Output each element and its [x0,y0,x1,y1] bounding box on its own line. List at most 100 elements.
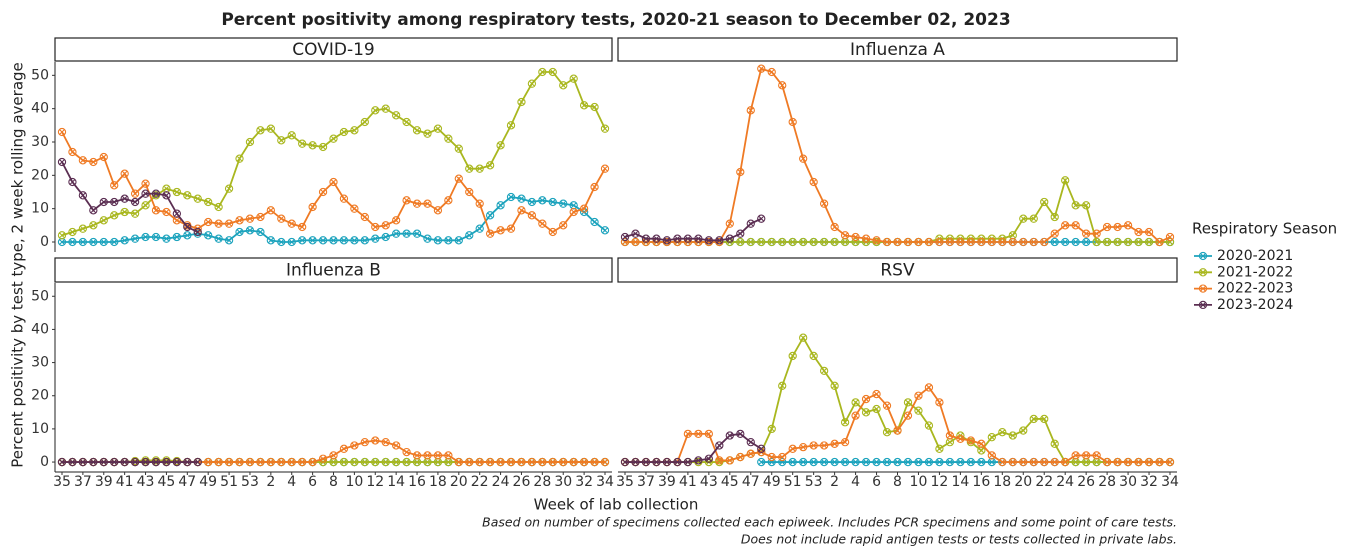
x-tick-label: 14 [951,474,969,490]
data-point [308,141,317,150]
data-point [600,164,610,173]
data-point [673,457,682,467]
data-point [381,232,390,242]
data-point [392,111,401,120]
data-point [339,457,349,467]
data-point [151,189,161,198]
x-tick-label: 30 [1119,474,1137,490]
data-point [204,197,213,207]
facet-title: RSV [880,261,915,281]
data-point [527,197,537,207]
data-point [68,147,77,157]
data-point [956,457,965,467]
data-point [736,237,745,247]
data-point [151,206,161,215]
y-tick-label: 30 [31,134,49,150]
x-tick-label: 53 [241,474,259,490]
x-tick-label: 22 [1035,474,1053,490]
data-point [631,229,640,238]
data-point [245,226,255,235]
data-point [172,187,182,197]
series-line [624,217,762,242]
data-point [339,194,349,203]
x-tick-label: 37 [637,474,655,490]
data-point [1071,457,1080,467]
data-point [350,236,359,245]
data-point [882,428,892,437]
data-point [956,434,965,443]
legend-marker [1198,284,1208,293]
data-point [506,457,516,467]
data-point [57,127,67,137]
data-point [402,229,411,238]
data-point [381,221,390,230]
data-point [945,438,955,447]
data-point [998,457,1007,467]
data-point [277,214,286,223]
data-point [350,457,359,467]
data-point [517,206,526,215]
data-point [872,457,881,467]
data-point [830,222,839,232]
data-point [631,237,640,247]
data-point [590,457,599,467]
x-tick-label: 20 [450,474,468,490]
data-point [809,177,818,187]
data-point [256,126,265,135]
data-point [423,199,432,208]
data-point [78,457,88,467]
data-point [903,411,913,420]
data-point [183,457,192,467]
data-point [172,216,182,225]
data-point [788,351,797,361]
x-tick-label: 10 [345,474,363,490]
data-point [641,234,651,243]
data-point [788,457,797,467]
data-point [392,457,401,467]
data-point [559,457,568,467]
data-point [224,457,234,467]
y-tick-label: 20 [31,388,49,404]
data-point [945,457,955,467]
legend-marker [1198,300,1208,310]
data-point [736,429,745,439]
data-point [183,222,192,232]
series-line [625,177,1170,243]
x-tick-label: 35 [616,474,634,490]
data-point [559,81,568,90]
data-point [57,457,67,467]
x-tick-label: 32 [575,474,593,490]
data-point [141,189,150,198]
data-point [903,457,913,467]
data-point [830,439,839,448]
data-point [861,408,871,417]
data-point [402,447,411,457]
data-point [966,436,976,445]
data-point [329,236,338,245]
data-point [1071,237,1080,247]
series-line [625,432,762,463]
data-point [1165,457,1175,467]
data-point [1050,237,1059,247]
data-point [746,237,755,247]
data-point [1019,457,1028,467]
data-point [590,102,599,112]
data-point [371,106,380,115]
x-tick-label: 24 [1056,474,1074,490]
data-point [694,234,703,243]
data-point [1008,431,1017,440]
data-point [1144,457,1154,467]
data-point [360,457,369,467]
x-tick-label: 16 [408,474,426,490]
data-point [840,237,850,247]
data-point [496,141,505,150]
data-point [715,441,724,450]
data-point [882,401,892,410]
data-point [1029,457,1038,467]
x-tick-label: 12 [931,474,949,490]
data-point [527,79,537,88]
y-tick-label: 30 [31,355,49,371]
data-point [977,457,986,467]
series-line [625,67,1171,244]
